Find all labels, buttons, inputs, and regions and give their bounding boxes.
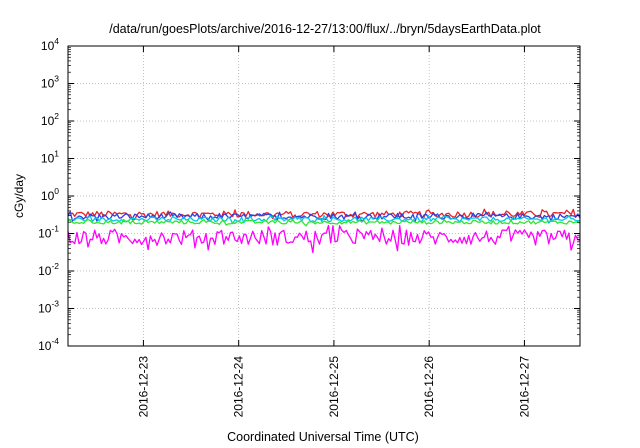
y-tick-label: 103: [41, 74, 59, 91]
series-line: [67, 224, 581, 254]
series-line: [67, 211, 581, 223]
y-tick-label: 10-4: [38, 336, 59, 353]
y-tick-label: 10-2: [38, 261, 59, 278]
x-tick-label: 2016-12-25: [327, 356, 341, 418]
y-axis: 10-4 10-3 10-2 10-1 100 101 102 103 104: [38, 36, 580, 353]
x-tick-label: 2016-12-27: [517, 356, 531, 418]
y-tick-label: 10-1: [38, 224, 59, 241]
series-line: [68, 218, 581, 227]
y-tick-label: 101: [41, 149, 59, 166]
x-axis: 2016-12-23 2016-12-24 2016-12-25 2016-12-26…: [136, 46, 531, 417]
x-tick-label: 2016-12-24: [232, 356, 246, 418]
x-tick-label: 2016-12-23: [136, 356, 150, 418]
series-line: [67, 214, 581, 225]
y-axis-label: cGy/day: [12, 174, 26, 218]
y-tick-label: 104: [41, 36, 59, 53]
series-line: [67, 208, 581, 221]
x-axis-label: Coordinated Universal Time (UTC): [227, 430, 419, 444]
y-tick-label: 100: [41, 186, 59, 203]
y-tick-label: 10-3: [38, 299, 59, 316]
y-tick-label: 102: [41, 111, 59, 128]
chart-title: /data/run/goesPlots/archive/2016-12-27/1…: [109, 22, 541, 36]
grid: [68, 46, 580, 346]
data-series: [67, 208, 581, 254]
x-tick-label: 2016-12-26: [422, 356, 436, 418]
